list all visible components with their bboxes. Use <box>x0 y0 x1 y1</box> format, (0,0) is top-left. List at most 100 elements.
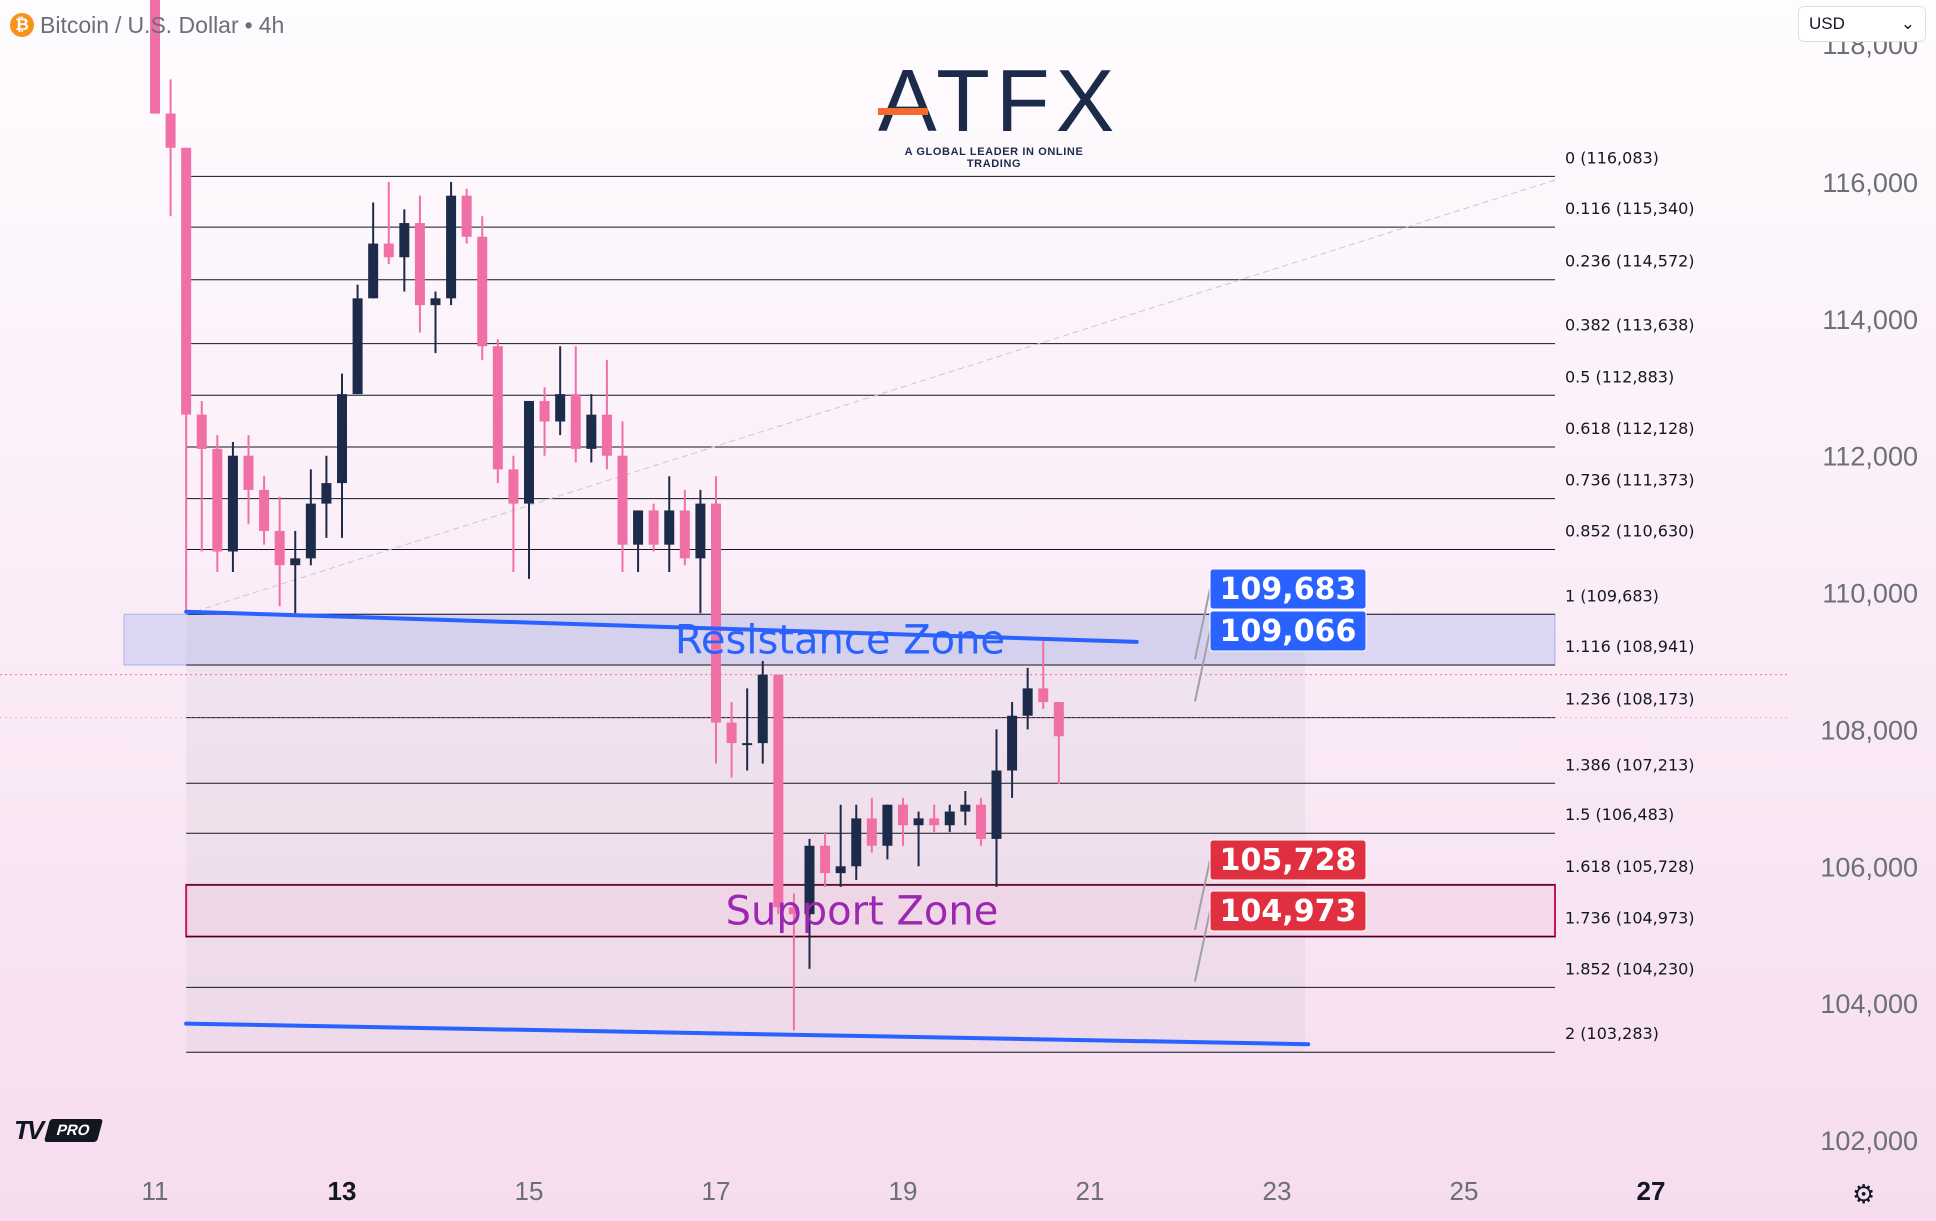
gear-icon[interactable]: ⚙ <box>1852 1180 1876 1210</box>
currency-select[interactable]: USD ⌄ <box>1798 6 1926 42</box>
candle-body <box>804 845 815 915</box>
atfx-name: ATFX <box>878 51 1121 150</box>
candle-body <box>165 113 176 148</box>
candle-body <box>368 243 379 299</box>
candle-body <box>586 414 597 449</box>
price-label-text: 105,728 <box>1220 843 1357 878</box>
fib-level-label: 0.736 (111,373) <box>1565 471 1695 490</box>
candle-body <box>508 469 519 504</box>
candle-body <box>352 298 363 395</box>
candle-body <box>492 346 503 470</box>
price-label-callout <box>1194 859 1211 931</box>
trendline <box>184 1021 1311 1047</box>
candle-body <box>601 414 612 456</box>
candle-body <box>866 818 877 846</box>
candle-body <box>212 448 223 552</box>
trendline <box>184 609 1139 644</box>
currency-value: USD <box>1809 14 1845 33</box>
candle-body <box>788 907 799 915</box>
x-tick-label: 19 <box>889 1176 918 1206</box>
candle-body <box>944 811 955 826</box>
symbol-header[interactable]: ₿ Bitcoin / U.S. Dollar • 4h <box>10 10 284 40</box>
candle-body <box>477 236 488 347</box>
atfx-dash-mark <box>878 108 928 115</box>
quote-currency: U.S. Dollar <box>127 11 239 38</box>
candle-body <box>524 400 534 504</box>
fib-level-label: 0.382 (113,638) <box>1565 316 1695 335</box>
candle-body <box>757 674 768 744</box>
y-tick-label: 106,000 <box>1820 852 1918 882</box>
candle-body <box>929 818 940 826</box>
x-tick-label: 15 <box>515 1176 544 1206</box>
x-tick-label: 11 <box>142 1176 169 1206</box>
candle-body <box>695 503 706 559</box>
candle-body <box>851 818 862 867</box>
candle-body <box>227 455 238 552</box>
candle-body <box>305 503 316 559</box>
candle-body <box>633 510 644 545</box>
candle-body <box>664 510 675 545</box>
support-zone-label: Support Zone <box>726 889 999 935</box>
candle-body <box>679 510 690 559</box>
fib-level-label: 1.736 (104,973) <box>1565 909 1695 928</box>
candle-body <box>290 558 301 566</box>
price-label-text: 109,683 <box>1220 572 1357 607</box>
price-label-text: 109,066 <box>1220 614 1357 649</box>
fib-level-label: 0.852 (110,630) <box>1565 521 1695 540</box>
y-tick-label: 114,000 <box>1822 305 1918 335</box>
fib-level-label: 1 (109,683) <box>1565 586 1659 605</box>
price-label-box <box>1209 890 1367 932</box>
fib-level-label: 2 (103,283) <box>1565 1024 1659 1043</box>
candle-body <box>711 503 721 723</box>
candle-body <box>975 804 986 839</box>
candle-body <box>181 147 192 415</box>
candle-body <box>648 510 659 545</box>
y-tick-label: 104,000 <box>1820 989 1918 1019</box>
chevron-down-icon: ⌄ <box>1900 14 1915 33</box>
symbol-separator: / <box>115 11 122 38</box>
y-tick-label: 112,000 <box>1822 442 1918 472</box>
x-tick-label: 17 <box>702 1176 731 1206</box>
candle-body <box>835 866 846 874</box>
candle-body <box>1053 702 1064 737</box>
candle-body <box>1007 715 1018 771</box>
candle-body <box>882 804 893 846</box>
fib-level-label: 1.386 (107,213) <box>1565 755 1695 774</box>
price-label-callout <box>1194 630 1211 702</box>
x-tick-label: 27 <box>1637 1176 1666 1206</box>
price-label-callout <box>1194 588 1211 660</box>
candle-body <box>259 489 270 531</box>
candle-body <box>150 0 160 114</box>
tradingview-mark: TV <box>14 1115 44 1145</box>
candle-body <box>414 223 425 306</box>
atfx-wordmark: ATFX <box>878 57 1114 145</box>
fib-level-label: 1.852 (104,230) <box>1565 959 1695 978</box>
atfx-tagline: A GLOBAL LEADER IN ONLINE TRADING <box>904 146 1084 170</box>
candle-body <box>991 770 1002 839</box>
fib-level-label: 1.5 (106,483) <box>1565 805 1674 824</box>
y-tick-label: 108,000 <box>1820 715 1918 745</box>
price-label-box <box>1209 839 1367 881</box>
tradingview-logo[interactable]: TV PRO <box>14 1115 103 1146</box>
candle-body <box>1038 688 1049 703</box>
header-dot: • <box>244 11 253 38</box>
bitcoin-icon: ₿ <box>10 13 34 37</box>
candle-body <box>430 298 441 306</box>
price-label-box <box>1209 568 1367 610</box>
fib-level-label: 0.236 (114,572) <box>1565 252 1695 271</box>
pro-badge: PRO <box>44 1119 103 1142</box>
candle-body <box>617 455 628 545</box>
candle-body <box>913 818 924 826</box>
candle-body <box>570 394 581 449</box>
candle-body <box>1022 688 1033 716</box>
symbol-name: Bitcoin <box>40 11 110 38</box>
candle-body <box>555 394 566 422</box>
interval-label: 4h <box>258 11 285 38</box>
candle-body <box>461 195 472 237</box>
x-tick-label: 13 <box>328 1176 357 1206</box>
candle-body <box>820 845 831 874</box>
atfx-logo: ATFX A GLOBAL LEADER IN ONLINE TRADING <box>878 57 1114 170</box>
candle-body <box>274 530 285 566</box>
fib-level-label: 0.5 (112,883) <box>1565 367 1674 386</box>
